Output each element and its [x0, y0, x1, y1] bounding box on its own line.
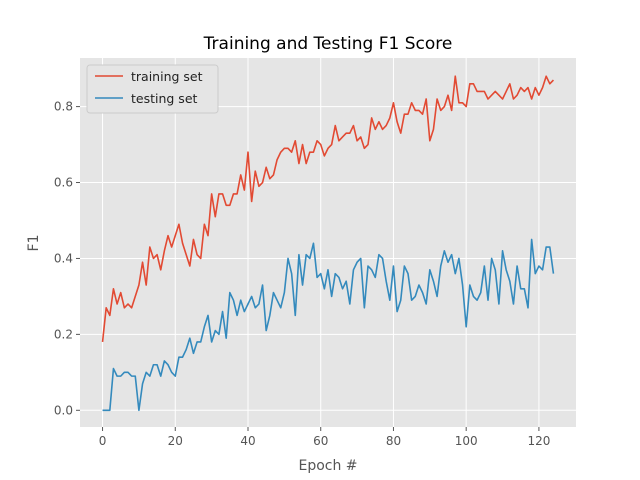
legend-label-training-set: training set [131, 69, 203, 84]
y-tick-label: 0.6 [54, 176, 73, 190]
y-tick-label: 0.8 [54, 100, 73, 114]
x-axis-label: Epoch # [298, 458, 357, 474]
y-tick-label: 0.0 [54, 403, 73, 417]
y-tick-label: 0.4 [54, 251, 73, 265]
x-tick-label: 80 [386, 434, 401, 448]
x-axis-ticks: 0 20 40 60 80 100 120 [99, 427, 550, 448]
x-tick-label: 40 [240, 434, 255, 448]
chart-title: Training and Testing F1 Score [203, 34, 453, 54]
series-layer [101, 75, 555, 412]
grid [80, 58, 576, 427]
legend-box [86, 64, 219, 114]
legend: training set testing set [86, 64, 219, 114]
y-axis-ticks: 0.0 0.2 0.4 0.6 0.8 [54, 100, 80, 417]
y-axis-label: F1 [26, 235, 42, 252]
series-line-testing-set [102, 238, 555, 412]
legend-label-testing-set: testing set [131, 91, 198, 106]
x-tick-label: 100 [455, 434, 478, 448]
y-tick-label: 0.2 [54, 327, 73, 341]
x-tick-label: 120 [527, 434, 550, 448]
x-tick-label: 0 [99, 434, 107, 448]
series-line-training-set [101, 75, 555, 343]
x-tick-label: 60 [313, 434, 328, 448]
x-tick-label: 20 [168, 434, 183, 448]
